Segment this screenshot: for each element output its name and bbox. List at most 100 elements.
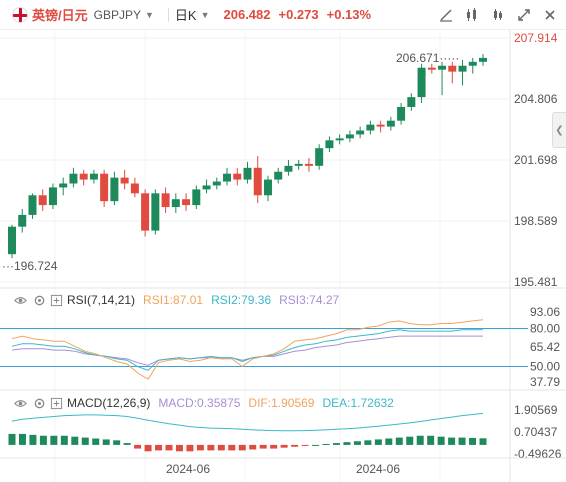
candle-body <box>284 165 293 172</box>
dea-line <box>11 412 484 432</box>
macd-histogram-bar <box>39 435 47 445</box>
macd-histogram-bar <box>259 444 267 449</box>
close-button[interactable] <box>540 5 560 25</box>
candle-body <box>110 177 119 202</box>
period-selector[interactable]: 日K ▼ <box>175 5 218 24</box>
candle-body <box>304 163 313 166</box>
expand-icon[interactable] <box>50 397 63 410</box>
macd-histogram-bar <box>469 437 477 445</box>
macd-histogram-bar <box>322 443 330 445</box>
macd-label: MACD(12,26,9) <box>67 396 151 410</box>
fullscreen-button[interactable] <box>514 5 534 25</box>
settings-icon[interactable] <box>33 294 46 307</box>
candle-body <box>253 167 262 196</box>
candlestick-icon <box>494 9 502 20</box>
macd-histogram-bar <box>238 444 246 451</box>
macd-axis-label: -0.49626 <box>514 447 562 461</box>
macd-histogram-bar <box>71 436 79 445</box>
uk-flag-icon <box>12 6 28 23</box>
macd-histogram-bar <box>395 437 403 445</box>
toolbar <box>430 5 560 25</box>
draw-line-button[interactable] <box>436 5 456 25</box>
candle-body <box>427 67 436 70</box>
rsi-axis-label: 65.42 <box>530 340 560 354</box>
candle-body <box>263 179 272 196</box>
kline-chart[interactable]: 207.914 204.806 201.698 198.589 195.481 206.6… <box>0 30 566 482</box>
rsi3-line <box>11 335 483 366</box>
price-change-pct: +0.13% <box>326 7 372 22</box>
macd-histogram-bar <box>155 444 163 451</box>
x-axis-label: 2024-06 <box>356 462 400 476</box>
symbol-name: 英镑/日元 <box>32 8 88 23</box>
macd-histogram-bar <box>123 443 131 445</box>
candle-body <box>38 195 47 206</box>
candle-body <box>89 173 98 180</box>
rsi2-value: RSI2:79.36 <box>211 293 272 307</box>
candle-body <box>448 65 457 72</box>
divider <box>167 7 169 22</box>
settings-icon[interactable] <box>33 397 46 410</box>
side-panel-toggle[interactable]: ❮ <box>552 112 566 148</box>
candle-body <box>79 173 88 180</box>
candle-body <box>386 120 395 127</box>
macd-histogram-bar <box>448 437 456 445</box>
price-change: +0.273 <box>278 7 319 22</box>
macd-histogram-bar <box>427 435 435 445</box>
close-icon <box>545 10 555 20</box>
symbol-header: 英镑/日元 GBPJPY ▼ 日K ▼ 206.482 +0.273 +0.13… <box>0 0 566 30</box>
macd-histogram-bar <box>364 440 372 445</box>
candle-body <box>48 187 57 206</box>
chevron-down-icon: ▼ <box>144 9 154 20</box>
macd-histogram-bar <box>270 444 278 449</box>
symbol-code: GBPJPY <box>93 7 141 22</box>
symbol-selector[interactable]: 英镑/日元 GBPJPY ▼ <box>0 5 162 24</box>
macd-histogram-bar <box>134 444 142 449</box>
candle-body <box>479 57 487 62</box>
candlestick-button[interactable] <box>488 5 508 25</box>
rsi2-line <box>11 329 483 371</box>
candle-body <box>274 171 283 180</box>
macd-histogram-bar <box>50 435 58 445</box>
x-axis-label: 2024-06 <box>166 462 210 476</box>
eye-icon[interactable] <box>14 294 27 307</box>
price-axis-label: 201.698 <box>514 153 558 167</box>
indicator-button[interactable] <box>462 5 482 25</box>
expand-icon[interactable] <box>50 294 63 307</box>
rsi1-value: RSI1:87.01 <box>143 293 204 307</box>
macd-histogram-bar <box>374 439 382 445</box>
candle-body <box>100 173 109 202</box>
candle-body <box>202 185 211 190</box>
macd-axis-label: 1.90569 <box>514 403 558 417</box>
candle-body <box>18 214 27 227</box>
macd-histogram-bar <box>385 438 393 445</box>
period-label: 日K <box>174 8 197 23</box>
macd-histogram-bar <box>228 444 236 451</box>
macd-histogram-bar <box>353 441 361 445</box>
macd-value: MACD:0.35875 <box>158 396 241 410</box>
macd-histogram-bar <box>81 437 89 445</box>
candle-body <box>233 173 242 180</box>
rsi-axis-label: 37.79 <box>530 375 560 389</box>
macd-histogram-bar <box>280 444 288 448</box>
candle-body <box>376 124 385 127</box>
candle-body <box>141 193 150 231</box>
candle-body <box>161 193 170 208</box>
macd-histogram-bar <box>249 444 257 450</box>
candle-body <box>130 183 139 194</box>
candle-body <box>325 140 334 149</box>
price-axis-label: 195.481 <box>514 275 558 289</box>
candle-body <box>59 183 68 188</box>
macd-histogram-bar <box>196 444 204 451</box>
macd-histogram-bar <box>144 444 152 452</box>
rsi-axis-label: 50.00 <box>530 360 560 374</box>
high-price-marker: 206.671····· <box>396 51 459 65</box>
expand-icon <box>518 9 530 21</box>
candle-body <box>407 97 416 107</box>
macd-axis-label: 0.70437 <box>514 425 558 439</box>
eye-icon[interactable] <box>14 397 27 410</box>
candle-body <box>468 61 477 66</box>
macd-histogram-bar <box>479 438 487 445</box>
macd-histogram-bar <box>301 444 309 446</box>
candle-body <box>182 199 191 206</box>
low-price-marker: ···196.724 <box>2 259 58 273</box>
